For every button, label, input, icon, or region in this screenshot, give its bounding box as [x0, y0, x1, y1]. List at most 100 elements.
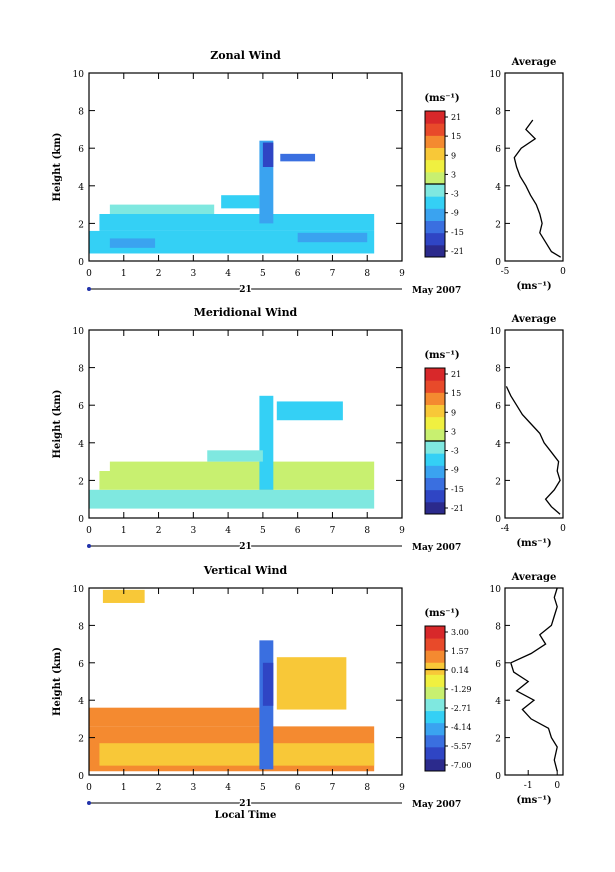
panel-title: Vertical Wind: [203, 564, 288, 577]
x-tick-label: 4: [225, 783, 231, 793]
colorbar-tick-label: 9: [451, 408, 456, 417]
plot-frame: [88, 329, 403, 519]
y-tick-label: 4: [78, 183, 84, 193]
average-profile-line: [505, 386, 561, 515]
colorbar-tick-label: -9: [451, 209, 459, 218]
x-tick-label: 7: [330, 269, 336, 279]
heatmap-cell: [89, 707, 263, 727]
colorbar-tick-label: -21: [451, 504, 464, 513]
date-marker: [87, 287, 91, 291]
average-title: Average: [511, 314, 557, 325]
average-y-tick-label: 6: [495, 145, 501, 155]
y-tick-label: 10: [73, 70, 85, 80]
colorbar-swatch: [425, 368, 445, 381]
colorbar-swatch: [425, 147, 445, 161]
x-tick-label: 4: [225, 269, 231, 279]
colorbar-swatch: [425, 220, 445, 234]
x-tick-label: 1: [121, 269, 127, 279]
colorbar-tick-label: 3: [451, 427, 456, 436]
colorbar-swatch: [425, 416, 445, 430]
colorbar-swatch: [425, 453, 445, 466]
colorbar-swatch: [425, 159, 445, 173]
y-axis-label: Height (km): [52, 133, 63, 202]
average-x-tick-label: -5: [501, 267, 510, 277]
average-frame: [504, 587, 564, 776]
y-tick-label: 8: [78, 365, 84, 375]
heatmap-cell: [99, 214, 375, 231]
colorbar-swatch: [425, 674, 445, 687]
x-axis-label: Local Time: [215, 810, 277, 821]
date-label: May 2007: [412, 800, 461, 810]
average-y-tick-label: 10: [490, 327, 502, 337]
x-tick-label: 2: [156, 526, 162, 536]
colorbar-tick-label: -1.29: [451, 685, 472, 694]
x-tick-label: 3: [190, 526, 196, 536]
colorbar-tick-label: 9: [451, 151, 456, 160]
y-tick-label: 8: [78, 622, 84, 632]
x-tick-label: 8: [364, 526, 370, 536]
x-tick-label: 5: [260, 269, 266, 279]
average-x-tick-label: -4: [501, 524, 510, 534]
colorbar-tick-label: 0.14: [451, 666, 469, 675]
panel-title: Zonal Wind: [210, 49, 281, 62]
date-marker: [87, 801, 91, 805]
colorbar-swatch: [425, 489, 445, 503]
colorbar-tick-label: -3: [451, 447, 459, 456]
colorbar-unit: (ms⁻¹): [424, 93, 459, 104]
colorbar-swatch: [425, 123, 445, 136]
y-tick-label: 8: [78, 108, 84, 118]
heatmap-cell: [259, 395, 274, 490]
colorbar-tick-label: 15: [451, 132, 461, 141]
colorbar-swatch: [425, 734, 445, 748]
y-tick-label: 10: [73, 327, 85, 337]
colorbar-tick-label: 15: [451, 389, 461, 398]
date-label: May 2007: [412, 286, 461, 296]
colorbar-swatch: [425, 111, 445, 124]
colorbar-unit: (ms⁻¹): [424, 350, 459, 361]
colorbar-swatch: [425, 441, 445, 454]
heatmap-cell: [280, 153, 316, 162]
colorbar-swatch: [425, 232, 445, 246]
colorbar-swatch: [425, 650, 445, 663]
colorbar-swatch: [425, 698, 445, 712]
y-tick-label: 6: [78, 402, 84, 412]
x-tick-label: 9: [399, 783, 405, 793]
colorbar-swatch: [425, 626, 445, 639]
plot-frame: [88, 587, 403, 776]
x-tick-label: 8: [364, 269, 370, 279]
colorbar-swatch: [425, 758, 445, 772]
colorbar-tick-label: -4.14: [451, 723, 472, 732]
colorbar-swatch: [425, 196, 445, 209]
colorbar-swatch: [425, 184, 445, 197]
colorbar-swatch: [425, 244, 445, 258]
colorbar-tick-label: -7.00: [451, 761, 472, 770]
y-tick-label: 2: [78, 220, 84, 230]
colorbar-swatch: [425, 710, 445, 724]
colorbar-swatch: [425, 662, 445, 675]
x-tick-label: 6: [295, 783, 301, 793]
colorbar-tick-label: 21: [451, 113, 461, 122]
average-title: Average: [511, 57, 557, 68]
colorbar-tick-label: -5.57: [451, 742, 472, 751]
average-y-tick-label: 0: [495, 515, 501, 525]
x-tick-label: 2: [156, 783, 162, 793]
date-label: May 2007: [412, 543, 461, 553]
colorbar-tick-label: 3: [451, 170, 456, 179]
average-profile-line: [513, 119, 562, 258]
x-tick-label: 3: [190, 269, 196, 279]
day-label: 21: [239, 285, 252, 295]
colorbar-swatch: [425, 380, 445, 393]
average-x-label: (ms⁻¹): [516, 795, 551, 806]
colorbar-tick-label: 21: [451, 370, 461, 379]
heatmap-cell: [99, 743, 375, 766]
day-label: 21: [239, 799, 252, 809]
heatmap-cell: [276, 401, 343, 421]
y-tick-label: 2: [78, 735, 84, 745]
x-tick-label: 6: [295, 269, 301, 279]
average-y-tick-label: 0: [495, 258, 501, 268]
colorbar-swatch: [425, 746, 445, 760]
colorbar-tick-label: -9: [451, 466, 459, 475]
colorbar-unit: (ms⁻¹): [424, 608, 459, 619]
heatmap-cell: [109, 238, 156, 248]
